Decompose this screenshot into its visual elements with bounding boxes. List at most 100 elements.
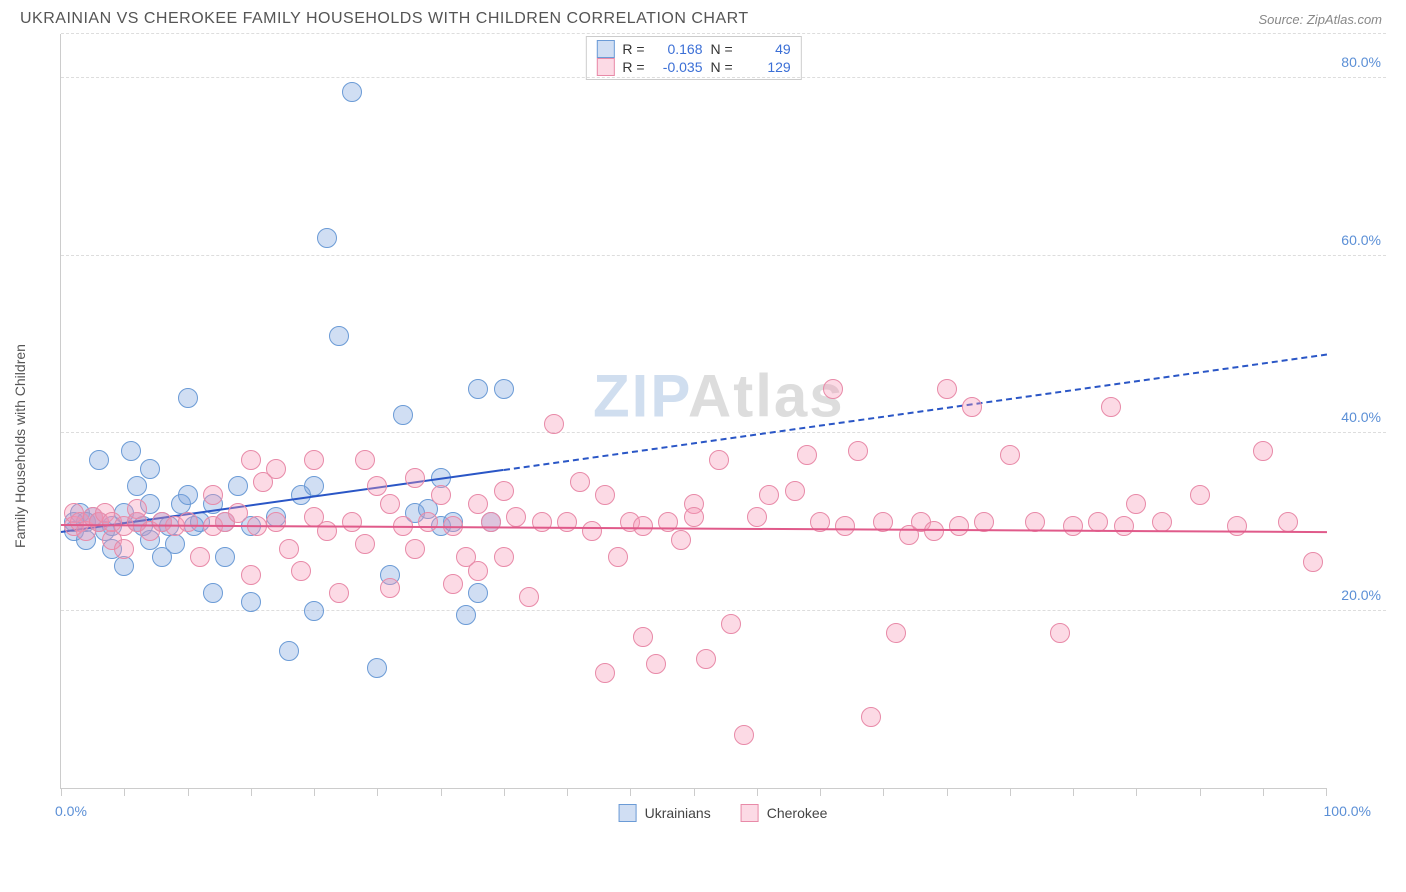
data-point xyxy=(608,547,628,567)
x-tick xyxy=(694,788,695,796)
stat-r-value: -0.035 xyxy=(653,59,703,75)
gridline-h xyxy=(61,255,1386,256)
chart-wrap: ZIPAtlas R =0.168N =49R =-0.035N =129 20… xyxy=(60,34,1386,824)
plot-area: ZIPAtlas R =0.168N =49R =-0.035N =129 20… xyxy=(60,34,1326,789)
data-point xyxy=(291,561,311,581)
data-point xyxy=(140,459,160,479)
data-point xyxy=(848,441,868,461)
data-point xyxy=(405,539,425,559)
x-tick xyxy=(124,788,125,796)
x-axis-label-max: 100.0% xyxy=(1324,803,1371,819)
data-point xyxy=(468,494,488,514)
data-point xyxy=(506,507,526,527)
x-tick xyxy=(441,788,442,796)
stat-n-label: N = xyxy=(711,41,733,57)
stat-n-value: 49 xyxy=(741,41,791,57)
data-point xyxy=(696,649,716,669)
data-point xyxy=(633,627,653,647)
y-axis-title: Family Households with Children xyxy=(12,344,28,548)
legend-item: Cherokee xyxy=(741,804,828,822)
data-point xyxy=(165,534,185,554)
legend-item: Ukrainians xyxy=(619,804,711,822)
stat-r-label: R = xyxy=(622,59,644,75)
x-tick xyxy=(883,788,884,796)
data-point xyxy=(797,445,817,465)
data-point xyxy=(1190,485,1210,505)
gridline-h xyxy=(61,610,1386,611)
x-tick xyxy=(377,788,378,796)
data-point xyxy=(203,485,223,505)
data-point xyxy=(241,450,261,470)
data-point xyxy=(279,539,299,559)
data-point xyxy=(127,499,147,519)
data-point xyxy=(1152,512,1172,532)
data-point xyxy=(418,512,438,532)
x-tick xyxy=(947,788,948,796)
series-swatch xyxy=(596,40,614,58)
x-tick xyxy=(314,788,315,796)
data-point xyxy=(228,503,248,523)
x-tick xyxy=(188,788,189,796)
y-tick-label: 40.0% xyxy=(1341,409,1381,425)
x-tick xyxy=(1263,788,1264,796)
x-tick xyxy=(1200,788,1201,796)
data-point xyxy=(785,481,805,501)
data-point xyxy=(367,476,387,496)
data-point xyxy=(329,583,349,603)
data-point xyxy=(582,521,602,541)
data-point xyxy=(468,561,488,581)
data-point xyxy=(215,547,235,567)
y-tick-label: 20.0% xyxy=(1341,587,1381,603)
data-point xyxy=(646,654,666,674)
data-point xyxy=(570,472,590,492)
data-point xyxy=(304,601,324,621)
y-tick-label: 80.0% xyxy=(1341,54,1381,70)
data-point xyxy=(241,592,261,612)
x-tick xyxy=(1073,788,1074,796)
data-point xyxy=(114,556,134,576)
x-tick xyxy=(504,788,505,796)
data-point xyxy=(279,641,299,661)
data-point xyxy=(89,450,109,470)
data-point xyxy=(494,547,514,567)
data-point xyxy=(178,388,198,408)
data-point xyxy=(468,379,488,399)
stat-n-value: 129 xyxy=(741,59,791,75)
data-point xyxy=(557,512,577,532)
x-tick xyxy=(1010,788,1011,796)
data-point xyxy=(468,583,488,603)
data-point xyxy=(962,397,982,417)
stats-row: R =0.168N =49 xyxy=(596,40,790,58)
data-point xyxy=(937,379,957,399)
data-point xyxy=(393,405,413,425)
data-point xyxy=(835,516,855,536)
x-axis-label-min: 0.0% xyxy=(55,803,87,819)
data-point xyxy=(544,414,564,434)
watermark-atlas: Atlas xyxy=(688,362,845,429)
data-point xyxy=(355,450,375,470)
stat-r-label: R = xyxy=(622,41,644,57)
data-point xyxy=(127,476,147,496)
x-tick xyxy=(251,788,252,796)
chart-title: UKRAINIAN VS CHEROKEE FAMILY HOUSEHOLDS … xyxy=(20,10,749,28)
data-point xyxy=(1063,516,1083,536)
data-point xyxy=(121,441,141,461)
data-point xyxy=(1303,552,1323,572)
data-point xyxy=(380,494,400,514)
data-point xyxy=(342,512,362,532)
data-point xyxy=(671,530,691,550)
data-point xyxy=(304,450,324,470)
legend-label: Cherokee xyxy=(767,805,828,821)
data-point xyxy=(1000,445,1020,465)
watermark-zip: ZIP xyxy=(593,362,688,429)
data-point xyxy=(823,379,843,399)
data-point xyxy=(380,578,400,598)
data-point xyxy=(178,512,198,532)
data-point xyxy=(684,507,704,527)
data-point xyxy=(329,326,349,346)
data-point xyxy=(190,547,210,567)
data-point xyxy=(747,507,767,527)
data-point xyxy=(494,481,514,501)
data-point xyxy=(1114,516,1134,536)
data-point xyxy=(861,707,881,727)
